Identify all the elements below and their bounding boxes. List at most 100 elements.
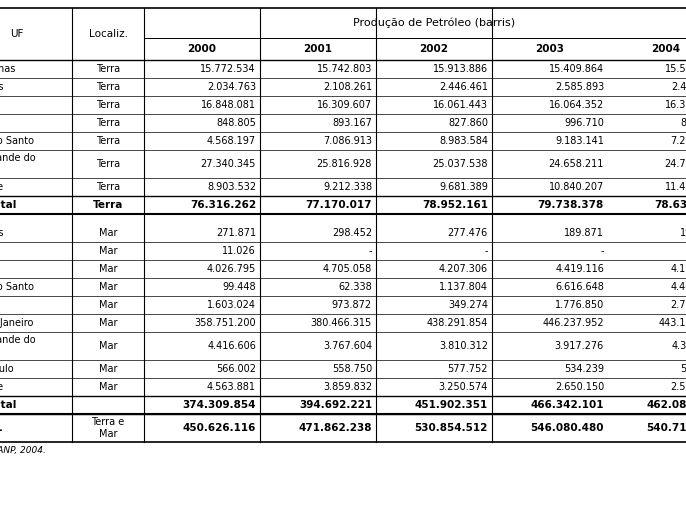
Text: 1.776.850: 1.776.850: [555, 300, 604, 310]
Text: 271.871: 271.871: [216, 228, 256, 238]
Text: 358.751.200: 358.751.200: [194, 318, 256, 328]
Text: 25.816.928: 25.816.928: [317, 159, 372, 169]
Text: Espírito Santo: Espírito Santo: [0, 136, 34, 146]
Text: 11.432.557: 11.432.557: [665, 182, 686, 192]
Text: 76.316.262: 76.316.262: [190, 200, 256, 210]
Text: 9.681.389: 9.681.389: [439, 182, 488, 192]
Text: 3.859.832: 3.859.832: [323, 382, 372, 392]
Text: -: -: [484, 246, 488, 256]
Text: 508.501: 508.501: [680, 364, 686, 374]
Text: Terra: Terra: [96, 182, 120, 192]
Text: 2.446.461: 2.446.461: [439, 82, 488, 92]
Text: 827.860: 827.860: [448, 118, 488, 128]
Text: 438.291.854: 438.291.854: [427, 318, 488, 328]
Text: -: -: [368, 246, 372, 256]
Text: 450.626.116: 450.626.116: [182, 423, 256, 433]
Text: 3.810.312: 3.810.312: [439, 341, 488, 351]
Text: 805.626: 805.626: [680, 118, 686, 128]
Text: 2000: 2000: [187, 44, 217, 54]
Text: Terra: Terra: [93, 200, 123, 210]
Text: TOTAL: TOTAL: [0, 423, 3, 433]
Text: 24.658.211: 24.658.211: [549, 159, 604, 169]
Text: 566.002: 566.002: [216, 364, 256, 374]
Text: Terra: Terra: [96, 82, 120, 92]
Text: 4.563.881: 4.563.881: [207, 382, 256, 392]
Text: 1.603.024: 1.603.024: [207, 300, 256, 310]
Text: Localiz.: Localiz.: [88, 29, 128, 39]
Text: 2.529.820: 2.529.820: [671, 382, 686, 392]
Text: 15.742.803: 15.742.803: [317, 64, 372, 74]
Text: Mar: Mar: [99, 228, 117, 238]
Text: Terra: Terra: [96, 118, 120, 128]
Text: 25.037.538: 25.037.538: [432, 159, 488, 169]
Text: Terra: Terra: [96, 159, 120, 169]
Text: 394.692.221: 394.692.221: [299, 400, 372, 410]
Text: 2002: 2002: [420, 44, 449, 54]
Text: 973.872: 973.872: [332, 300, 372, 310]
Text: 15.913.886: 15.913.886: [433, 64, 488, 74]
Text: 2003: 2003: [536, 44, 565, 54]
Text: Mar: Mar: [99, 382, 117, 392]
Text: UF: UF: [10, 29, 24, 39]
Text: 4.568.197: 4.568.197: [207, 136, 256, 146]
Text: 2001: 2001: [303, 44, 333, 54]
Text: 77.170.017: 77.170.017: [305, 200, 372, 210]
Text: 4.026.795: 4.026.795: [206, 264, 256, 274]
Text: 2.585.893: 2.585.893: [555, 82, 604, 92]
Text: 11.026: 11.026: [222, 246, 256, 256]
Text: 27.340.345: 27.340.345: [200, 159, 256, 169]
Text: 16.309.607: 16.309.607: [317, 100, 372, 110]
Text: 4.318.661: 4.318.661: [671, 341, 686, 351]
Text: 577.752: 577.752: [447, 364, 488, 374]
Text: 62.338: 62.338: [338, 282, 372, 292]
Text: Mar: Mar: [99, 246, 117, 256]
Text: Mar: Mar: [99, 300, 117, 310]
Text: Mar: Mar: [99, 282, 117, 292]
Text: 540.717.037: 540.717.037: [646, 423, 686, 433]
Text: 893.167: 893.167: [332, 118, 372, 128]
Text: 451.902.351: 451.902.351: [415, 400, 488, 410]
Text: 546.080.480: 546.080.480: [530, 423, 604, 433]
Text: 3.767.604: 3.767.604: [323, 341, 372, 351]
Text: 462.084.935: 462.084.935: [647, 400, 686, 410]
Text: Alagoas: Alagoas: [0, 228, 5, 238]
Text: 380.466.315: 380.466.315: [311, 318, 372, 328]
Text: Alagoas: Alagoas: [0, 82, 5, 92]
Text: Terra: Terra: [96, 64, 120, 74]
Text: Rio de Janeiro: Rio de Janeiro: [0, 318, 34, 328]
Text: 2.476.881: 2.476.881: [671, 82, 686, 92]
Text: 446.237.952: 446.237.952: [543, 318, 604, 328]
Text: 298.452: 298.452: [332, 228, 372, 238]
Text: 7.086.913: 7.086.913: [323, 136, 372, 146]
Text: Subtotal: Subtotal: [0, 400, 16, 410]
Text: 15.409.864: 15.409.864: [549, 64, 604, 74]
Text: 189.871: 189.871: [564, 228, 604, 238]
Text: 9.183.141: 9.183.141: [555, 136, 604, 146]
Text: 99.448: 99.448: [222, 282, 256, 292]
Text: 2.108.261: 2.108.261: [323, 82, 372, 92]
Text: 7.278.123: 7.278.123: [671, 136, 686, 146]
Text: 848.805: 848.805: [216, 118, 256, 128]
Text: 16.324.047: 16.324.047: [665, 100, 686, 110]
Text: 3.250.574: 3.250.574: [438, 382, 488, 392]
Text: 2.650.150: 2.650.150: [555, 382, 604, 392]
Text: 9.212.338: 9.212.338: [323, 182, 372, 192]
Text: Terra: Terra: [96, 100, 120, 110]
Text: 16.061.443: 16.061.443: [433, 100, 488, 110]
Text: 10.840.207: 10.840.207: [549, 182, 604, 192]
Text: 2004: 2004: [652, 44, 681, 54]
Text: Mar: Mar: [99, 364, 117, 374]
Text: Sergipe: Sergipe: [0, 382, 3, 392]
Text: 16.848.081: 16.848.081: [201, 100, 256, 110]
Text: 78.952.161: 78.952.161: [422, 200, 488, 210]
Text: 24.773.969: 24.773.969: [665, 159, 686, 169]
Text: 16.064.352: 16.064.352: [549, 100, 604, 110]
Text: 558.750: 558.750: [332, 364, 372, 374]
Text: 79.738.378: 79.738.378: [538, 200, 604, 210]
Text: Mar: Mar: [99, 264, 117, 274]
Text: 4.705.058: 4.705.058: [322, 264, 372, 274]
Text: Amazonas: Amazonas: [0, 64, 16, 74]
Text: 530.854.512: 530.854.512: [414, 423, 488, 433]
Text: 8.983.584: 8.983.584: [439, 136, 488, 146]
Text: Terra: Terra: [96, 136, 120, 146]
